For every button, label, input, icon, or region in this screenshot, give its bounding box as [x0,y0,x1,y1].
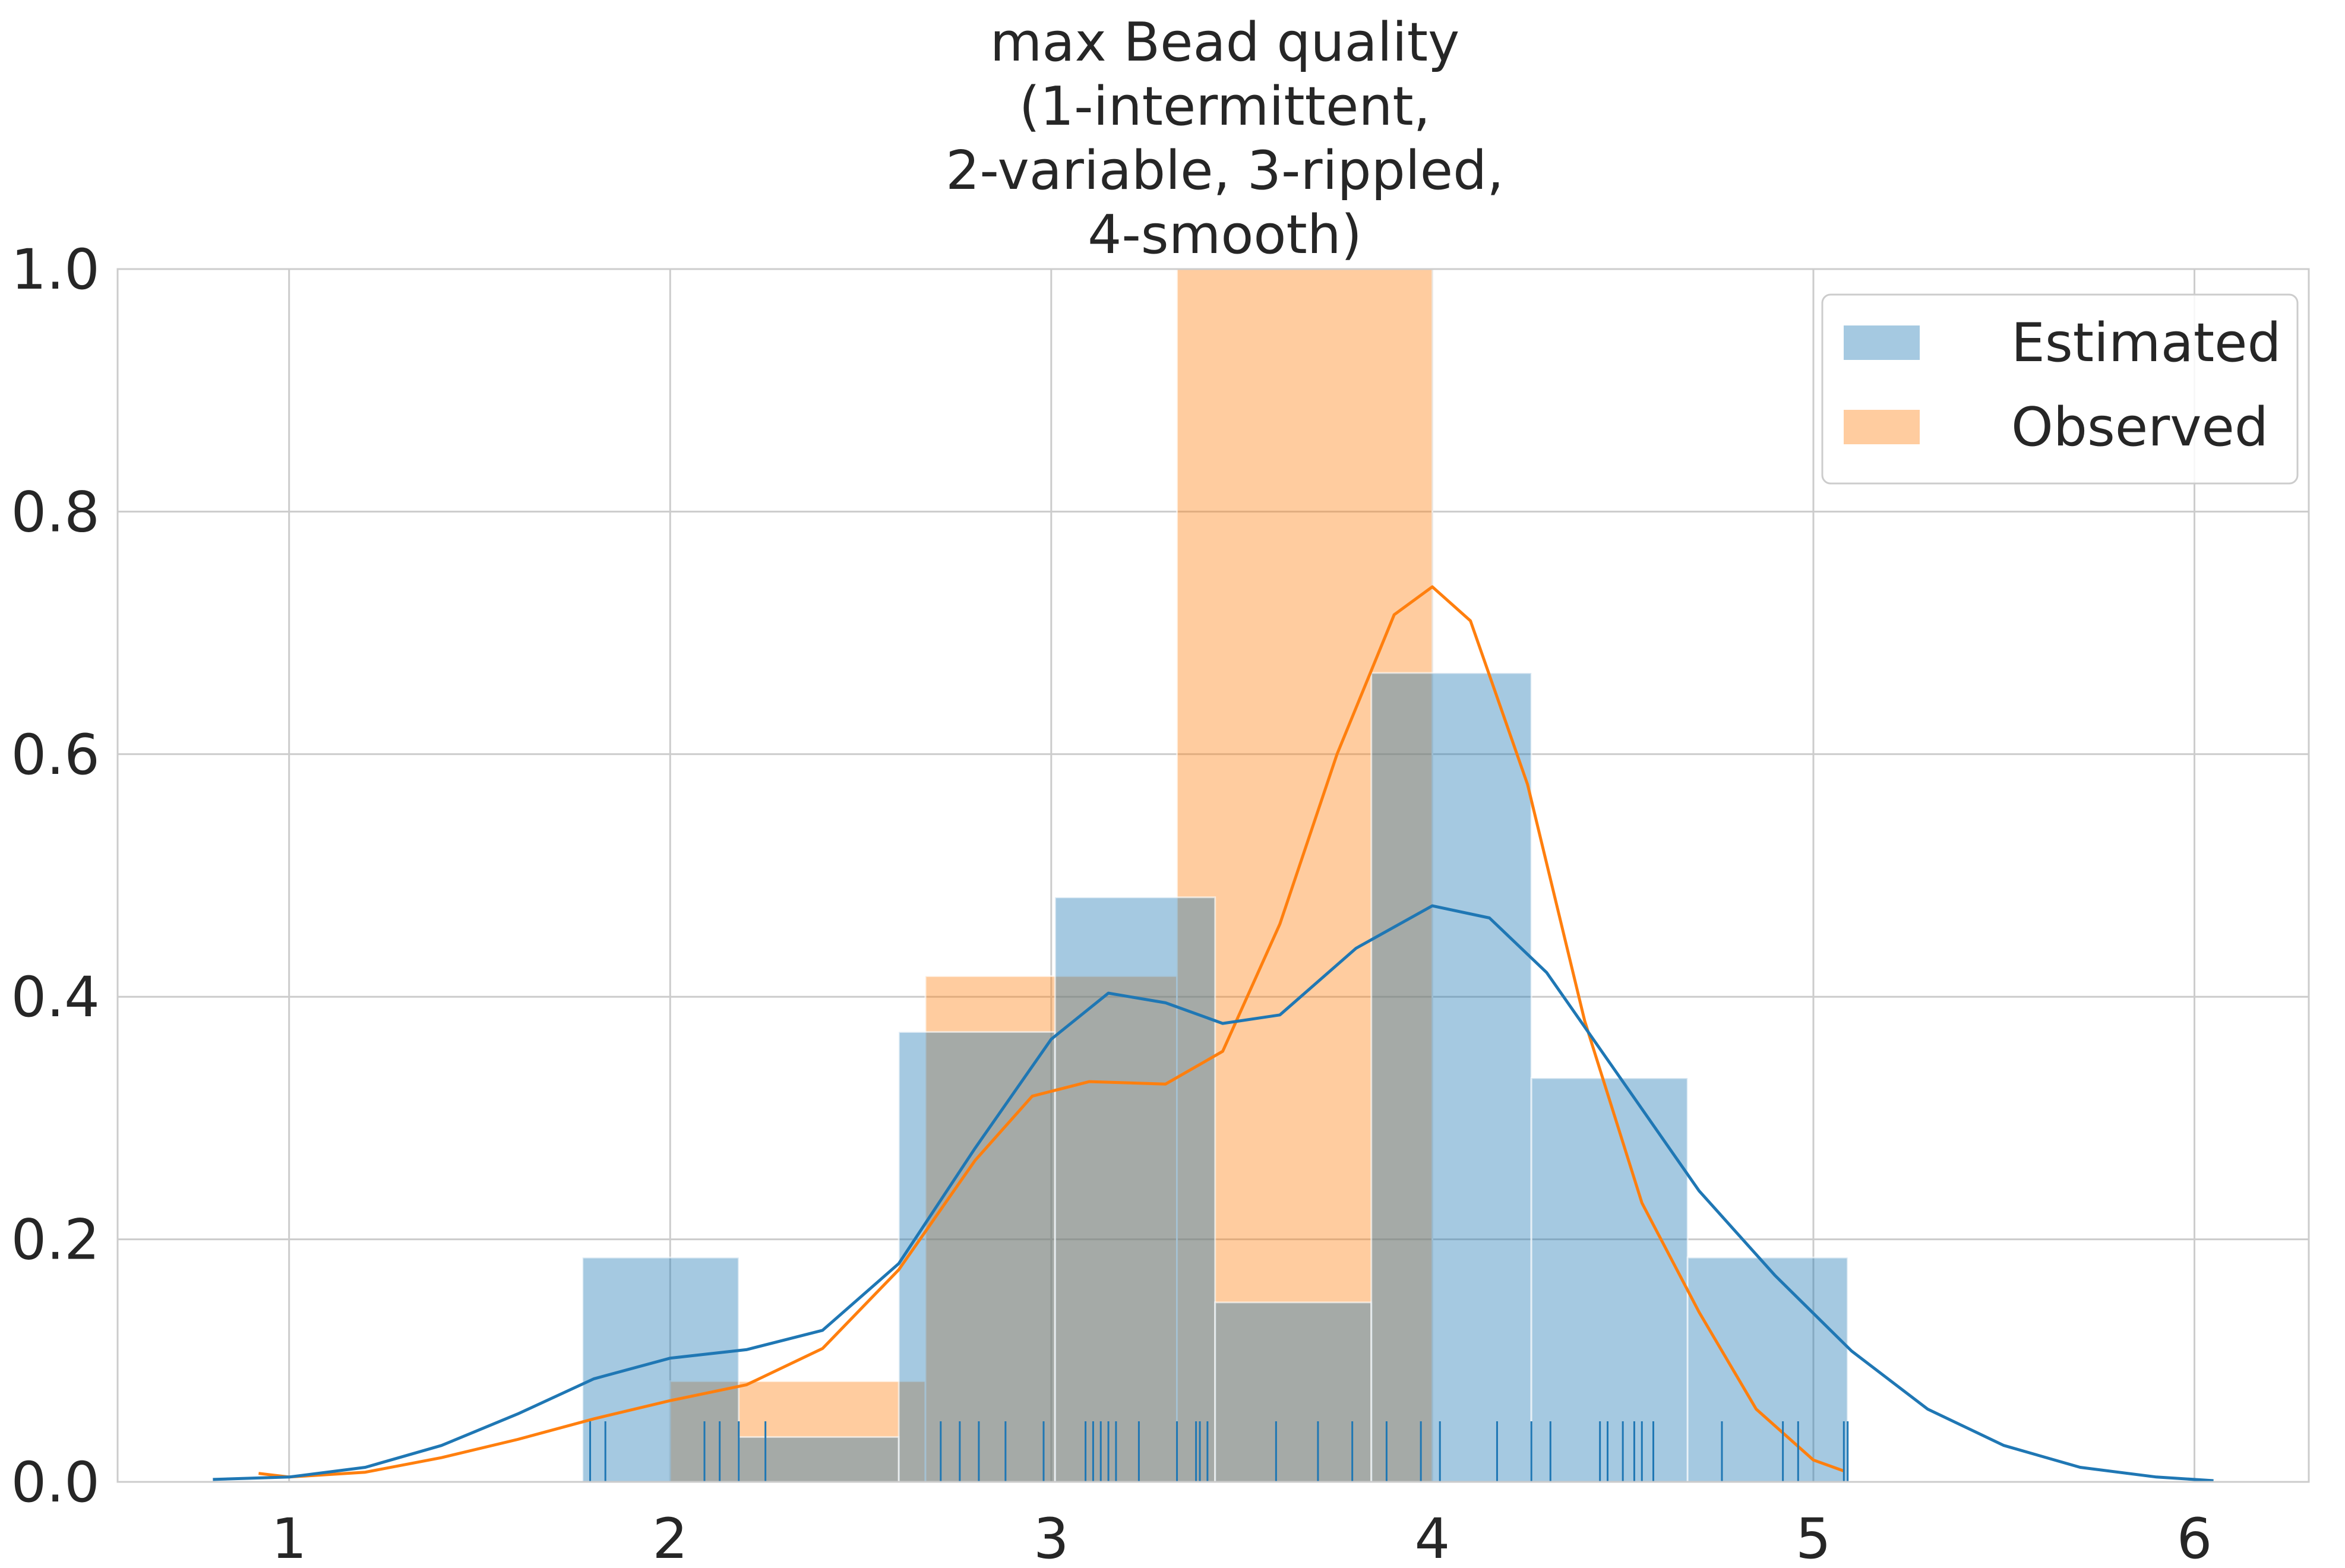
rug-ticks [589,1421,1849,1482]
x-tick-label-6: 6 [2177,1507,2213,1568]
bar-estimated-0 [581,1256,740,1483]
bar-observed-0 [669,1380,927,1483]
bar-estimated-5 [1370,672,1532,1483]
bar-estimated-6 [1530,1077,1689,1483]
x-tick-label-2: 2 [652,1507,688,1568]
legend-label-observed: Observed [2011,396,2268,459]
chart-title-line-1: max Bead quality [990,11,1460,74]
observed-bars [669,268,1433,1483]
bar-estimated-4 [1214,1301,1373,1483]
x-tick-label-3: 3 [1034,1507,1069,1568]
y-tick-label-0.6: 0.6 [11,723,100,788]
legend-swatch-observed [1844,410,1920,444]
estimated-bars [581,672,1849,1483]
kde-line-estimated [213,904,2214,1482]
chart-title-line-4: 4-smooth) [1088,204,1362,266]
y-tick-label-0.4: 0.4 [11,965,100,1030]
chart-title-line-3: 2-variable, 3-rippled, [946,140,1504,202]
y-tick-label-1: 1.0 [11,238,100,302]
x-tick-label-4: 4 [1414,1507,1450,1568]
bar-estimated-7 [1686,1256,1849,1483]
legend-label-estimated: Estimated [2011,312,2281,374]
bar-estimated-3 [1054,896,1216,1483]
legend-frame [1821,293,2299,485]
plot-frame [116,268,2310,1483]
legend: Estimated Observed [1821,293,2299,485]
y-tick-label-0: 0.0 [11,1450,100,1515]
legend-swatch-estimated [1844,325,1920,360]
y-tick-label-0.8: 0.8 [11,480,100,545]
x-tick-label-1: 1 [271,1507,307,1568]
kde-lines [213,585,2214,1482]
tick-labels: 1 2 3 4 5 6 0.0 0.2 0.4 0.6 0.8 1.0 [11,238,2213,1568]
bar-observed-1 [924,975,1178,1483]
bar-estimated-2 [897,1030,1056,1483]
bar-estimated-1 [738,1436,900,1483]
y-tick-label-0.2: 0.2 [11,1208,100,1273]
kde-line-observed [258,585,1845,1479]
x-tick-label-5: 5 [1796,1507,1831,1568]
chart-title-line-2: (1-intermittent, [1019,75,1431,138]
